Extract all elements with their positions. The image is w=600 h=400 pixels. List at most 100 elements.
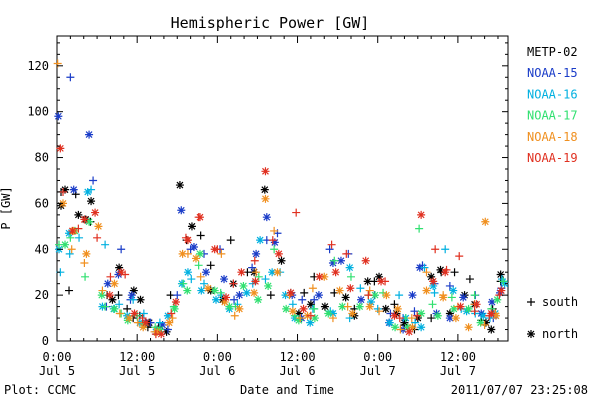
x-tick-date-label: Jul 7 [440, 364, 476, 378]
marker-legend-star-symbol [527, 330, 535, 338]
north-point-noaa-18 [82, 249, 91, 258]
plot-area [53, 35, 509, 342]
north-point-noaa-17 [195, 249, 204, 258]
series-noaa-19 [56, 144, 506, 339]
south-point-metp-02 [166, 291, 175, 300]
north-point-metp-02 [381, 304, 390, 313]
north-point-noaa-19 [377, 277, 386, 286]
north-point-noaa-15 [336, 256, 345, 265]
south-point-noaa-16 [420, 263, 429, 272]
north-point-noaa-17 [294, 316, 303, 325]
north-point-noaa-17 [210, 286, 219, 295]
series-legend: METP-02 NOAA-15 NOAA-16 NOAA-17 NOAA-18 NOAA-… [527, 45, 578, 165]
north-point-noaa-16 [479, 311, 488, 320]
south-point-noaa-17 [428, 300, 437, 309]
north-point-noaa-19 [141, 318, 150, 327]
north-point-noaa-19 [390, 311, 399, 320]
south-point-noaa-19 [250, 256, 259, 265]
north-point-noaa-16 [281, 291, 290, 300]
south-point-metp-02 [123, 304, 132, 313]
north-point-noaa-17 [324, 309, 333, 318]
south-point-noaa-18 [80, 259, 89, 268]
north-point-noaa-18 [110, 279, 119, 288]
north-point-noaa-17 [391, 323, 400, 332]
north-point-metp-02 [277, 256, 286, 265]
north-point-noaa-16 [163, 311, 172, 320]
north-point-noaa-18 [94, 222, 103, 231]
north-point-noaa-19 [315, 272, 324, 281]
legend-entry-noaa-18: NOAA-18 [527, 130, 578, 144]
x-axis-label: Date and Time [240, 383, 334, 397]
north-point-noaa-17 [225, 302, 234, 311]
south-point-noaa-18 [422, 268, 431, 277]
x-tick-time-label: 12:00 [279, 350, 315, 364]
north-point-noaa-18 [139, 323, 148, 332]
north-point-metp-02 [87, 197, 96, 206]
north-point-metp-02 [445, 309, 454, 318]
south-point-noaa-17 [330, 256, 339, 265]
x-tick-date-label: Jul 5 [119, 364, 155, 378]
south-point-noaa-18 [252, 268, 261, 277]
north-point-noaa-18 [191, 254, 200, 263]
north-point-metp-02 [74, 210, 83, 219]
north-point-noaa-19 [56, 144, 65, 153]
y-tick-label: 60 [35, 196, 49, 210]
series-noaa-18 [53, 59, 500, 336]
south-point-noaa-19 [93, 233, 102, 242]
north-point-noaa-15 [252, 249, 261, 258]
north-point-noaa-17 [493, 295, 502, 304]
south-point-noaa-18 [296, 314, 305, 323]
north-point-noaa-19 [183, 236, 192, 245]
north-point-noaa-19 [157, 330, 166, 339]
y-tick-label: 100 [27, 105, 49, 119]
north-point-noaa-19 [405, 327, 414, 336]
north-point-metp-02 [61, 185, 70, 194]
north-point-metp-02 [136, 295, 145, 304]
north-point-noaa-17 [282, 304, 291, 313]
south-point-noaa-15 [66, 73, 75, 82]
north-point-noaa-17 [417, 309, 426, 318]
south-point-noaa-16 [199, 279, 208, 288]
north-point-metp-02 [320, 302, 329, 311]
north-point-noaa-18 [348, 309, 357, 318]
north-point-noaa-18 [393, 304, 402, 313]
south-point-noaa-15 [410, 307, 419, 316]
south-point-metp-02 [390, 300, 399, 309]
north-point-noaa-19 [251, 277, 260, 286]
north-point-noaa-15 [445, 314, 454, 323]
legend-entry-metp-02: METP-02 [527, 45, 578, 59]
x-tick-time-label: 0:00 [43, 350, 72, 364]
north-point-noaa-15 [54, 112, 63, 121]
north-point-metp-02 [294, 309, 303, 318]
south-point-noaa-19 [342, 249, 351, 258]
north-point-noaa-18 [288, 307, 297, 316]
north-point-noaa-19 [130, 309, 139, 318]
south-point-noaa-19 [59, 187, 68, 196]
south-point-metp-02 [300, 288, 309, 297]
north-point-noaa-17 [433, 311, 442, 320]
north-point-metp-02 [175, 181, 184, 190]
south-point-noaa-16 [441, 245, 450, 254]
plot-frame [56, 35, 509, 342]
north-point-noaa-16 [256, 236, 265, 245]
north-point-noaa-16 [345, 263, 354, 272]
north-point-noaa-18 [382, 291, 391, 300]
south-point-noaa-18 [230, 311, 239, 320]
south-point-metp-02 [65, 286, 74, 295]
south-point-noaa-15 [386, 309, 395, 318]
south-point-metp-02 [450, 268, 459, 277]
north-point-noaa-15 [357, 295, 366, 304]
north-point-noaa-15 [177, 206, 186, 215]
north-point-noaa-18 [335, 286, 344, 295]
south-point-noaa-16 [395, 291, 404, 300]
north-point-noaa-19 [286, 288, 295, 297]
north-point-metp-02 [427, 272, 436, 281]
north-point-noaa-17 [338, 302, 347, 311]
north-point-noaa-17 [85, 217, 94, 226]
marker-legend-label: south [542, 295, 578, 309]
marker-legend: south north [527, 295, 578, 341]
north-point-noaa-16 [65, 229, 74, 238]
south-point-noaa-16 [430, 288, 439, 297]
north-point-noaa-17 [110, 304, 119, 313]
